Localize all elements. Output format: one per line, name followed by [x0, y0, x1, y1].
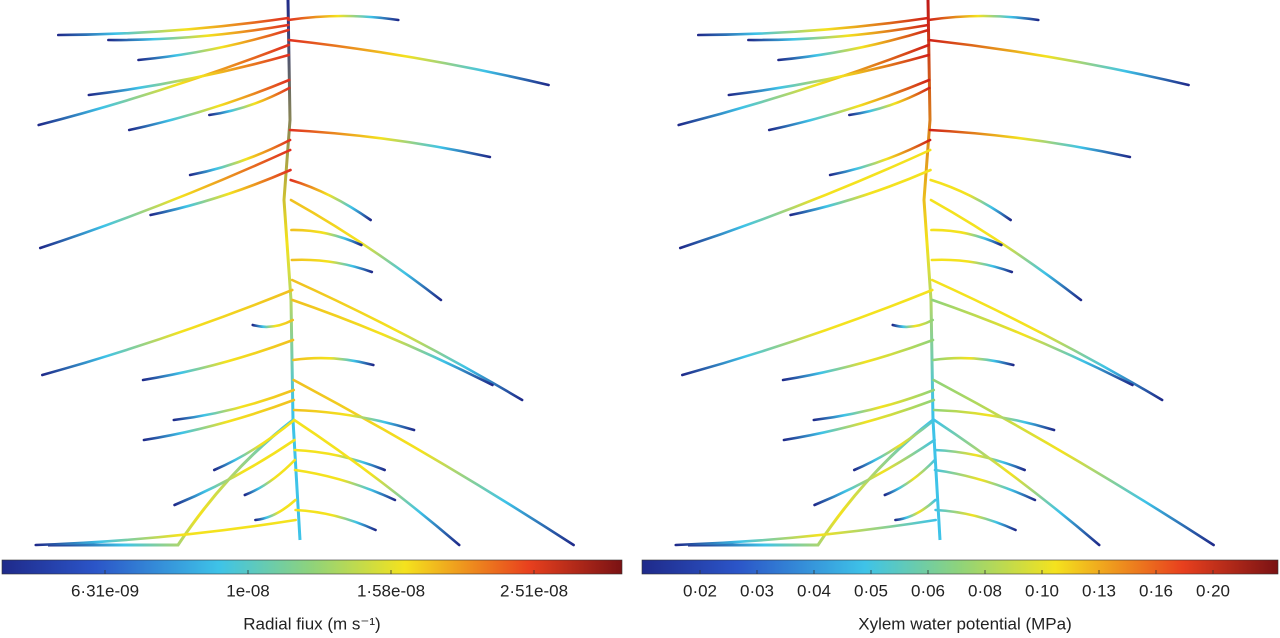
- lateral-root: [127, 78, 291, 132]
- lateral-root: [254, 498, 297, 522]
- lateral-root: [37, 43, 290, 127]
- colorbar-tick-label: 2·51e-08: [500, 581, 568, 600]
- colorbar-tick-label: 6·31e-09: [71, 581, 139, 600]
- lateral-root: [289, 198, 443, 302]
- lateral-root: [243, 458, 297, 497]
- lateral-root: [928, 128, 1132, 159]
- lateral-root: [290, 228, 363, 247]
- lateral-root: [251, 318, 295, 329]
- lateral-root: [929, 178, 1012, 222]
- colorbar-tick-label: 0·04: [797, 581, 831, 600]
- lateral-root: [891, 318, 935, 329]
- lateral-root: [292, 408, 416, 432]
- lateral-root: [930, 278, 1164, 402]
- colorbar-tick-label: 1e-08: [226, 581, 269, 600]
- lateral-root: [848, 86, 931, 117]
- lateral-root: [782, 398, 936, 442]
- lateral-root: [930, 258, 1014, 274]
- lateral-root: [293, 468, 397, 502]
- lateral-root: [926, 14, 1040, 22]
- colorbar-label: Xylem water potential (MPa): [858, 614, 1072, 633]
- lateral-root: [287, 38, 550, 87]
- lateral-root: [927, 38, 1190, 87]
- colorbar: [641, 559, 1279, 575]
- lateral-root: [141, 338, 295, 382]
- lateral-root: [680, 288, 934, 377]
- colorbar-tick-label: 0·16: [1139, 581, 1173, 600]
- lateral-root: [288, 128, 492, 159]
- lateral-root: [883, 458, 937, 497]
- lateral-root: [777, 28, 930, 62]
- lateral-root: [290, 258, 374, 274]
- colorbar-tick-label: 0·03: [740, 581, 774, 600]
- lateral-root: [137, 28, 290, 62]
- lateral-root: [696, 16, 930, 37]
- lateral-root: [894, 498, 937, 522]
- lateral-root: [789, 168, 932, 217]
- lateral-root: [87, 53, 291, 97]
- lateral-root: [934, 508, 1017, 532]
- lateral-root: [931, 298, 1134, 387]
- lateral-root: [292, 356, 375, 367]
- lateral-root: [933, 448, 1026, 472]
- colorbar: [1, 559, 623, 575]
- lateral-root: [932, 408, 1056, 432]
- lateral-root: [930, 228, 1003, 247]
- colorbar-label: Radial fiux (m s⁻¹): [243, 614, 380, 633]
- lateral-root: [932, 378, 1215, 547]
- lateral-root: [747, 23, 930, 42]
- lateral-root: [290, 278, 524, 402]
- lateral-root: [828, 138, 932, 177]
- lateral-root: [149, 168, 292, 217]
- colorbar-tick-label: 0·20: [1196, 581, 1230, 600]
- colorbar-tick-label: 0·13: [1082, 581, 1116, 600]
- lateral-root: [292, 378, 575, 547]
- lateral-root: [933, 468, 1037, 502]
- lateral-root: [289, 178, 372, 222]
- lateral-root: [767, 78, 931, 132]
- colorbar-tick-label: 0·06: [911, 581, 945, 600]
- colorbar-tick-label: 0·10: [1025, 581, 1059, 600]
- lateral-root: [286, 14, 400, 22]
- lateral-root: [677, 43, 930, 127]
- colorbar-tick-label: 1·58e-08: [357, 581, 425, 600]
- lateral-root: [107, 23, 290, 42]
- lateral-root: [173, 438, 296, 507]
- lateral-root: [932, 418, 1101, 547]
- lateral-root: [293, 448, 386, 472]
- lateral-root: [172, 388, 296, 422]
- lateral-root: [932, 356, 1015, 367]
- lateral-root: [781, 338, 935, 382]
- lateral-root: [292, 418, 461, 547]
- lateral-root: [674, 518, 938, 547]
- lateral-root: [56, 16, 290, 37]
- lateral-root: [678, 148, 932, 250]
- lateral-root: [727, 53, 931, 97]
- lateral-root: [34, 518, 298, 547]
- lateral-root: [188, 138, 292, 177]
- lateral-root: [929, 198, 1083, 302]
- lateral-root: [212, 418, 296, 472]
- lateral-root: [291, 298, 494, 387]
- colorbar-tick-label: 0·05: [854, 581, 888, 600]
- lateral-root: [40, 288, 294, 377]
- lateral-root: [208, 86, 291, 117]
- lateral-root: [294, 508, 377, 532]
- lateral-root: [38, 148, 292, 250]
- colorbar-tick-label: 0·02: [683, 581, 717, 600]
- lateral-root: [812, 388, 936, 422]
- root-system: [34, 0, 1215, 547]
- lateral-root: [852, 418, 936, 472]
- lateral-root: [142, 398, 296, 442]
- colorbar-tick-label: 0·08: [968, 581, 1002, 600]
- lateral-root: [813, 438, 936, 507]
